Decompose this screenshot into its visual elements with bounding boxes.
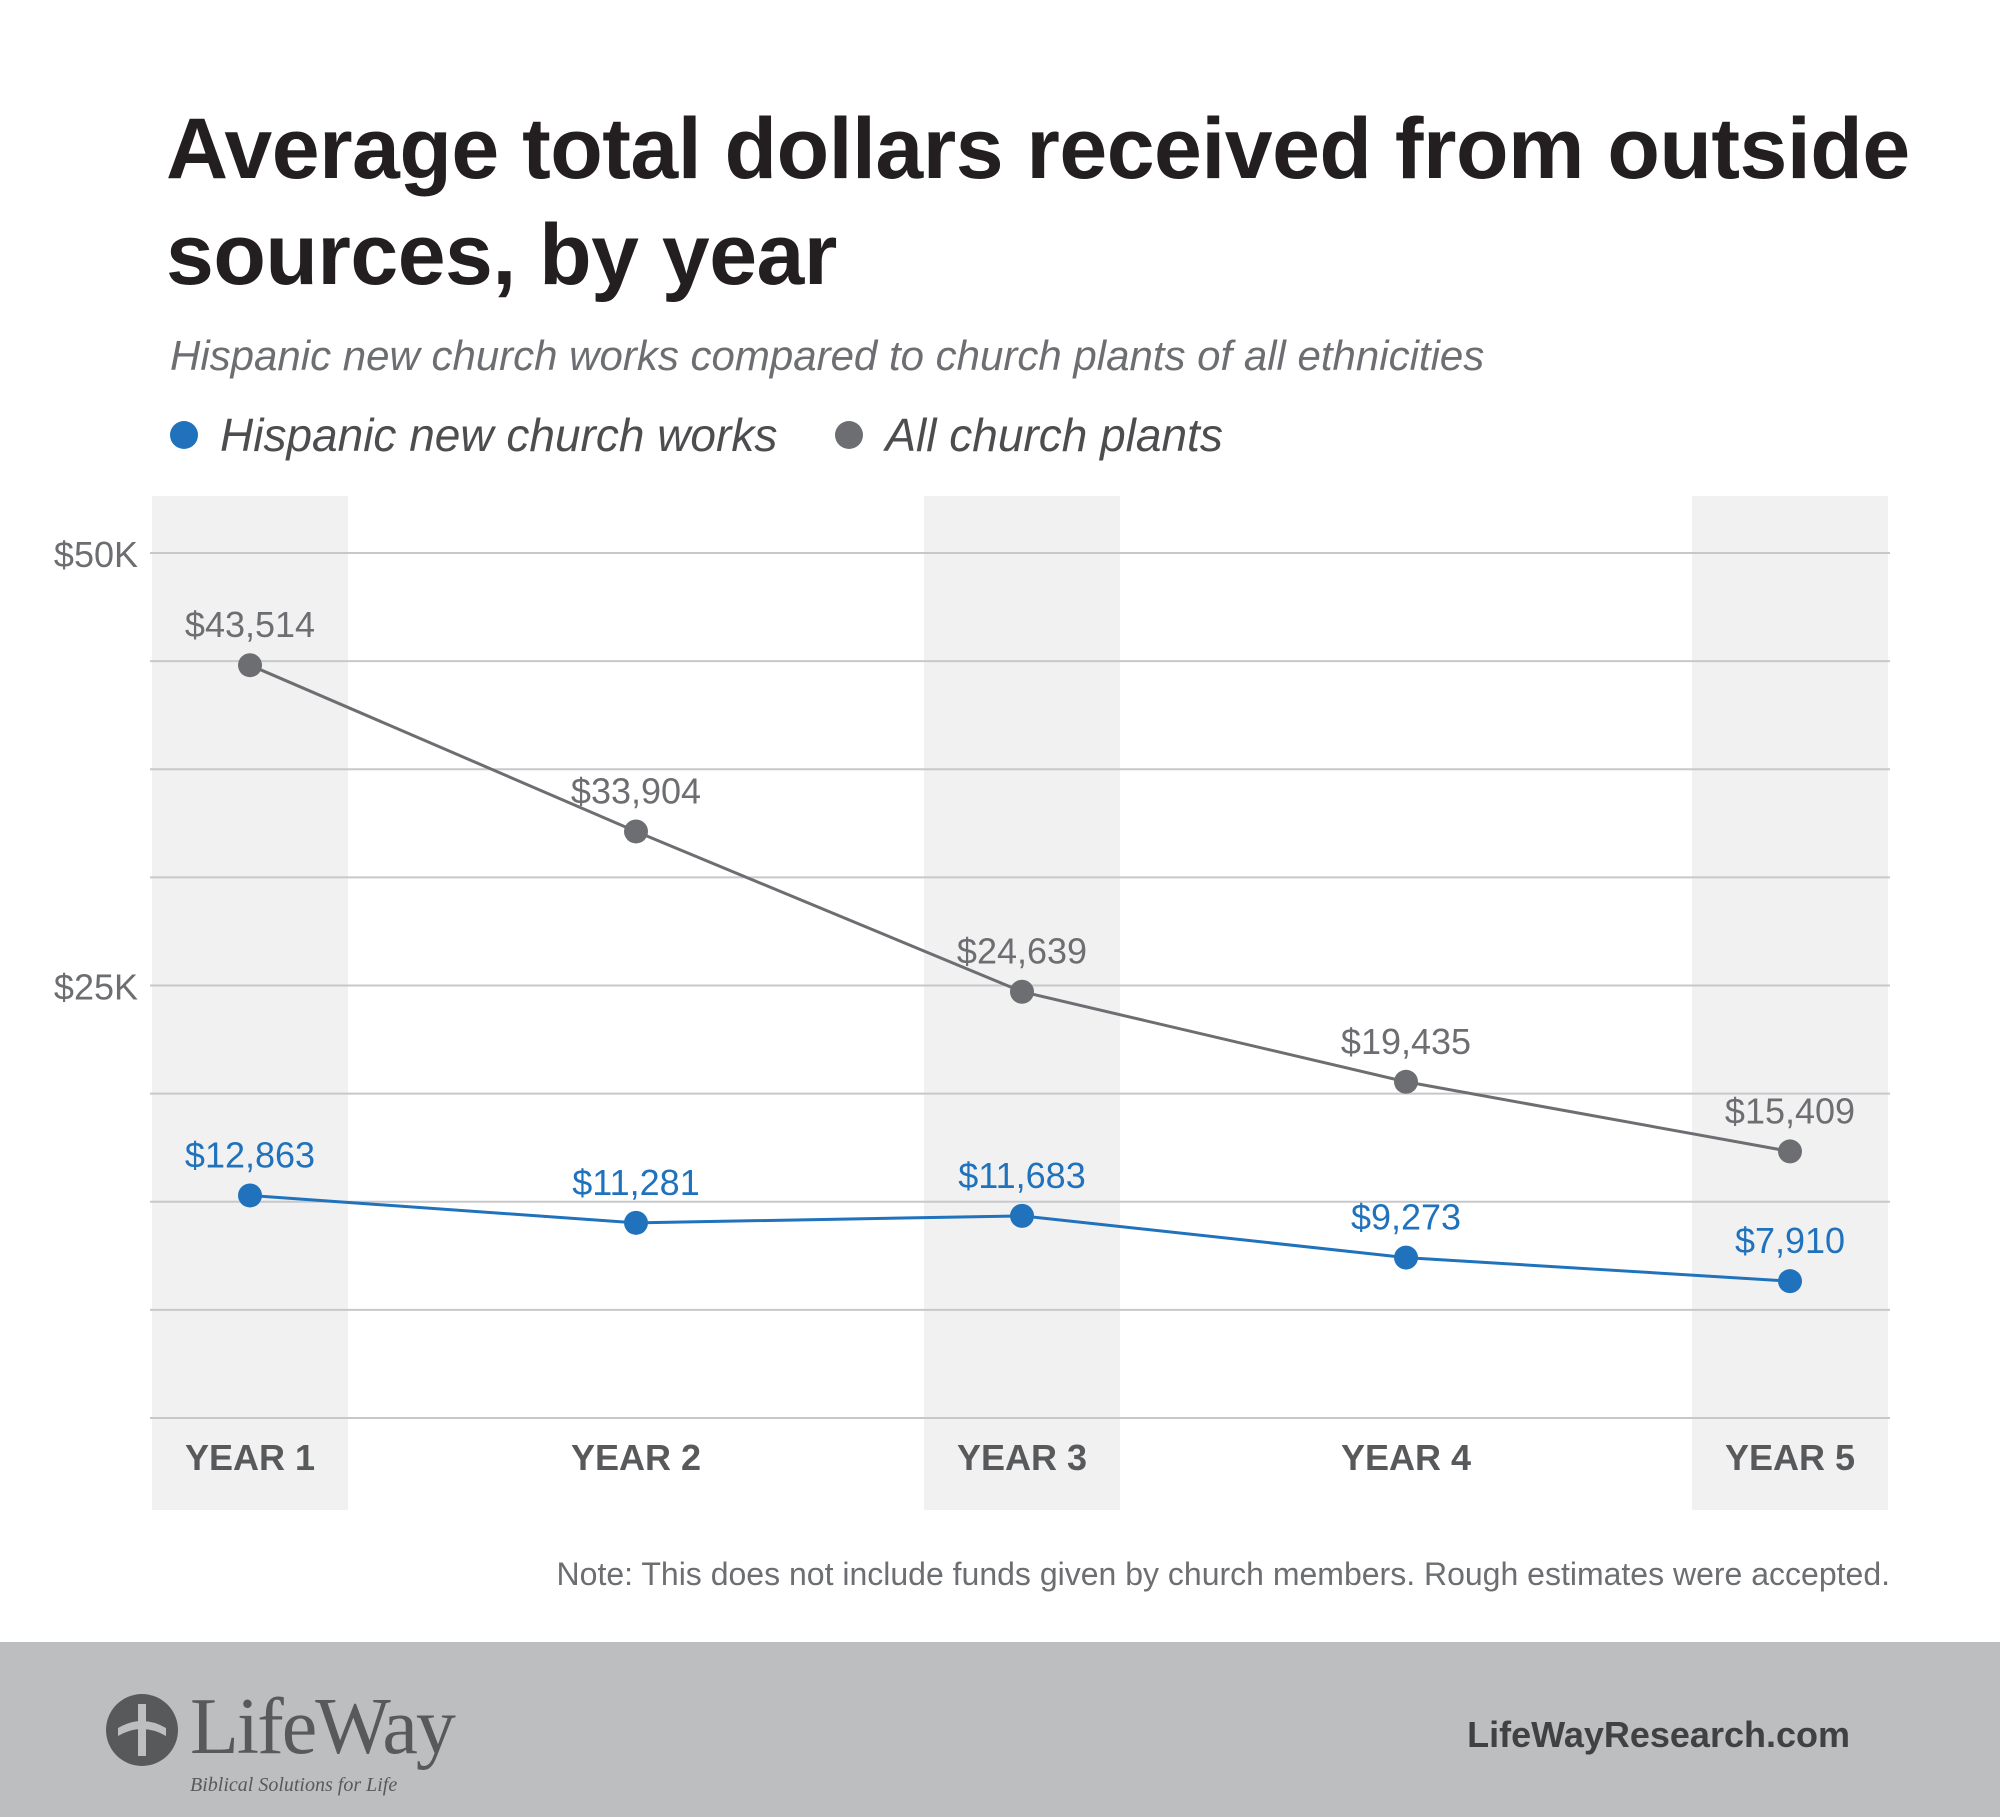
data-point — [1778, 1269, 1802, 1294]
chart-title: Average total dollars received from outs… — [166, 101, 1910, 303]
y-tick-label: $25K — [54, 967, 138, 1008]
footnote: Note: This does not include funds given … — [556, 1556, 1890, 1592]
website-link[interactable]: LifeWayResearch.com — [1467, 1714, 1850, 1755]
x-tick-label: YEAR 4 — [1341, 1437, 1471, 1478]
data-label: $33,904 — [571, 770, 701, 811]
legend: Hispanic new church works All church pla… — [170, 408, 1281, 462]
lifeway-logo-icon — [106, 1694, 178, 1766]
x-tick-label: YEAR 1 — [185, 1437, 315, 1478]
footer-bar: LifeWay Biblical Solutions for Life Life… — [0, 1642, 2000, 1817]
column-band — [1692, 496, 1888, 1510]
data-point — [238, 1183, 262, 1208]
data-label: $12,863 — [185, 1134, 315, 1175]
x-tick-label: YEAR 2 — [571, 1437, 701, 1478]
line-chart: $50K$25K YEAR 1 YEAR 2 YEAR 3 YEAR 4 YEAR 5 … — [54, 496, 1890, 1510]
legend-item-all: All church plants — [835, 408, 1223, 462]
y-tick-label: $50K — [54, 534, 138, 575]
data-point — [624, 1210, 648, 1235]
data-point — [1778, 1139, 1802, 1164]
data-label: $11,683 — [958, 1155, 1085, 1196]
legend-label-hispanic: Hispanic new church works — [220, 409, 778, 461]
data-point — [1394, 1245, 1418, 1270]
logo-wordmark: LifeWay — [190, 1683, 456, 1771]
data-label: $15,409 — [1725, 1090, 1855, 1131]
data-label: $24,639 — [957, 931, 1087, 972]
x-tick-label: YEAR 5 — [1725, 1437, 1855, 1478]
data-label: $43,514 — [185, 604, 315, 645]
chart-subtitle: Hispanic new church works compared to ch… — [170, 332, 1485, 379]
data-point — [238, 653, 262, 678]
data-label: $7,910 — [1735, 1220, 1845, 1261]
column-band — [152, 496, 348, 1510]
data-point — [1394, 1069, 1418, 1094]
legend-swatch-hispanic — [170, 421, 198, 449]
data-point — [1010, 1203, 1034, 1228]
x-tick-label: YEAR 3 — [957, 1437, 1087, 1478]
data-label: $11,281 — [572, 1162, 699, 1203]
logo-tagline: Biblical Solutions for Life — [190, 1774, 398, 1796]
data-point — [624, 819, 648, 844]
data-point — [1010, 979, 1034, 1004]
data-label: $19,435 — [1341, 1021, 1471, 1062]
legend-label-all: All church plants — [885, 409, 1223, 461]
legend-swatch-all — [835, 421, 864, 449]
legend-item-hispanic: Hispanic new church works — [170, 408, 777, 462]
data-label: $9,273 — [1351, 1197, 1461, 1238]
